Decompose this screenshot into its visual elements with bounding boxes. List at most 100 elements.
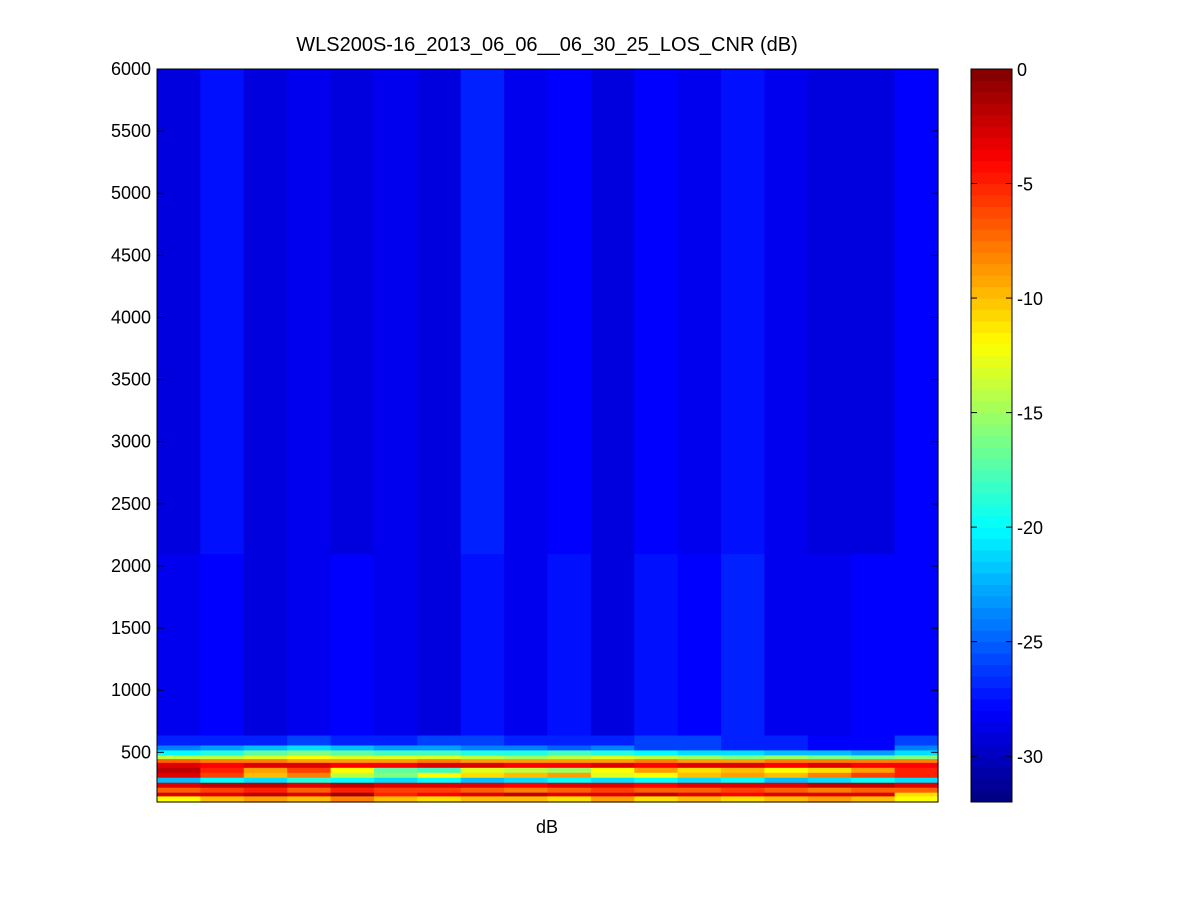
y-tick-label: 2500 [111,494,151,514]
heatmap-cell [243,749,288,756]
heatmap-cell [547,762,592,768]
heatmap-cell [287,795,332,803]
heatmap-cell [590,762,635,768]
heatmap-cell [851,734,896,746]
heatmap-cell [634,734,679,746]
heatmap-cell [721,772,766,778]
colorbar-level [971,515,1012,528]
heatmap-cell [417,734,462,746]
heatmap-cell [373,754,418,760]
colorbar-level [971,366,1012,379]
heatmap-cell [200,767,245,773]
heatmap-cell [373,758,418,763]
heatmap-cell [460,762,505,768]
heatmap-cell [851,749,896,756]
heatmap-cell [764,734,809,746]
heatmap-cell [157,734,201,746]
colorbar-level [971,389,1012,402]
heatmap-cell [373,787,418,793]
colorbar-level [971,424,1012,436]
heatmap-cell [157,758,201,763]
heatmap-cell [504,758,549,763]
heatmap-cell [287,734,332,746]
heatmap-cell [504,69,549,555]
heatmap-cell [590,69,635,555]
heatmap-cell [634,777,679,783]
heatmap-cell [807,795,852,803]
heatmap-cell [417,795,462,803]
heatmap-cell [243,795,288,803]
heatmap-cell [764,758,809,763]
colorbar-level [971,676,1012,688]
heatmap-cell [504,777,549,783]
heatmap-cell [157,787,201,793]
heatmap-cell [634,782,679,788]
heatmap-cell [417,69,462,555]
heatmap-cell [200,754,245,760]
heatmap-cell [373,777,418,783]
heatmap-cell [590,792,635,797]
colorbar-tick-label: -25 [1017,633,1043,653]
colorbar-level [971,137,1012,150]
heatmap-cell [807,553,852,736]
heatmap-cell [373,749,418,756]
heatmap-cell [504,782,549,788]
heatmap-cell [590,758,635,763]
colorbar-level [971,69,1012,81]
heatmap-cell [807,734,852,746]
heatmap-cell [460,795,505,803]
heatmap-cell [547,758,592,763]
x-axis-label: dB [536,817,558,837]
heatmap-cell [677,69,722,555]
heatmap-cell [547,772,592,778]
heatmap-cell [547,795,592,803]
heatmap-cell [807,782,852,788]
colorbar-gradient [971,69,1012,803]
heatmap-cell [373,734,418,746]
heatmap-cell [634,754,679,760]
heatmap-cell [157,767,201,773]
heatmap-cell [721,749,766,756]
heatmap-cell [764,795,809,803]
heatmap-cell [894,744,939,751]
heatmap-cell [634,795,679,803]
heatmap-cell [200,795,245,803]
y-tick-label: 1500 [111,618,151,638]
heatmap-cell [157,754,201,760]
heatmap-cell [677,762,722,768]
colorbar-level [971,538,1012,551]
heatmap-cell [721,777,766,783]
colorbar-level [971,653,1012,666]
colorbar-level [971,240,1012,253]
heatmap-cell [547,787,592,793]
heatmap-cell [764,792,809,797]
heatmap-cell [851,553,896,736]
colorbar-level [971,630,1012,643]
heatmap-cell [851,787,896,793]
heatmap-cell [677,795,722,803]
heatmap-cell [287,782,332,788]
heatmap-cell [634,553,679,736]
heatmap-cell [287,762,332,768]
y-tick-label: 5500 [111,121,151,141]
colorbar-level [971,767,1012,780]
heatmap-cell [634,792,679,797]
heatmap-cell [157,782,201,788]
colorbar-level [971,343,1012,356]
colorbar-level [971,698,1012,711]
colorbar-level [971,91,1012,104]
colorbar-level [971,275,1012,288]
heatmap-cell [677,734,722,746]
heatmap-cell [373,792,418,797]
colorbar-level [971,492,1012,505]
colorbar-level [971,595,1012,608]
heatmap-cell [764,772,809,778]
heatmap-cell [243,758,288,763]
y-tick-label: 4000 [111,307,151,327]
y-tick-label: 1000 [111,680,151,700]
colorbar-level [971,550,1012,562]
heatmap-cell [807,787,852,793]
heatmap-cells [157,69,939,803]
heatmap-cell [677,744,722,751]
heatmap-cell [373,782,418,788]
